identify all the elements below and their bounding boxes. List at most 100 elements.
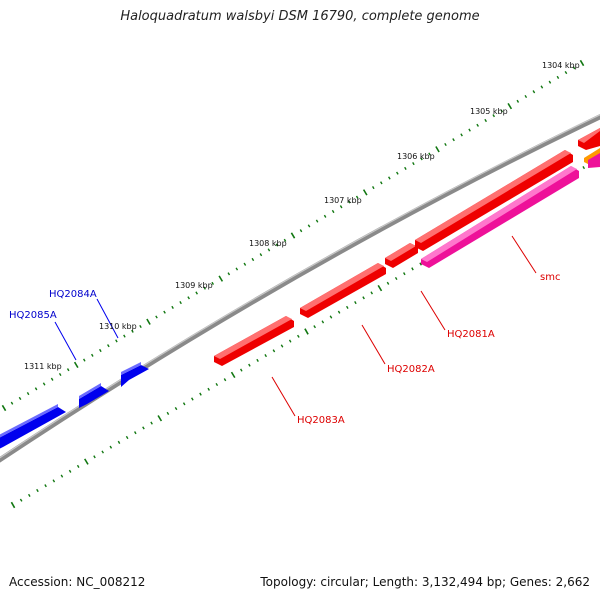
tick-mark — [109, 445, 113, 449]
tick-mark — [402, 272, 406, 276]
leader-hq2081a — [420, 290, 446, 331]
tick-mark — [411, 267, 414, 271]
tick-mark — [507, 102, 513, 110]
tick-mark — [540, 85, 544, 89]
tick-label-1311: 1311 kbp — [24, 362, 62, 371]
leader-smc — [511, 235, 537, 274]
leader-hq2084a — [96, 298, 119, 339]
tick-mark — [195, 291, 198, 295]
tick-mark — [42, 382, 46, 386]
gene-arrow-smc[interactable] — [421, 166, 579, 268]
tick-mark — [468, 128, 471, 132]
tick-mark — [386, 281, 390, 285]
tick-mark — [101, 450, 105, 454]
tick-mark — [203, 286, 207, 290]
tick-mark — [516, 99, 520, 103]
tick-mark — [347, 200, 351, 204]
tick-mark — [452, 138, 455, 142]
tick-mark — [428, 152, 431, 156]
tick-mark — [115, 339, 118, 343]
tick-mark — [76, 464, 80, 468]
tick-mark — [27, 493, 31, 497]
tick-mark — [123, 334, 126, 338]
tick-mark — [117, 440, 121, 444]
tick-mark — [179, 301, 182, 305]
gene-label-hq2085a: HQ2085A — [9, 310, 57, 321]
tick-mark — [419, 262, 422, 266]
gene-arrow-pink-edge[interactable] — [588, 153, 600, 168]
tick-mark — [150, 421, 153, 425]
tick-mark — [26, 392, 30, 396]
tick-mark — [331, 209, 335, 214]
tick-mark — [313, 325, 316, 329]
tick-mark — [435, 146, 440, 153]
tick-mark — [371, 186, 375, 190]
tick-mark — [532, 90, 536, 94]
tick-mark — [256, 358, 259, 362]
leader-hq2085a — [54, 321, 77, 361]
gene-arrow-red-large[interactable] — [415, 150, 573, 251]
tick-mark — [44, 484, 47, 488]
gene-arrow-hq2084a[interactable] — [121, 362, 149, 387]
gene-label-hq2082a: HQ2082A — [387, 364, 435, 375]
tick-mark — [377, 284, 383, 292]
tick-mark — [315, 219, 319, 223]
tick-mark — [66, 368, 70, 372]
tick-mark — [267, 248, 271, 252]
tick-mark — [235, 267, 239, 271]
tick-mark — [362, 296, 365, 300]
tick-mark — [223, 378, 227, 382]
gene-arrow-red-edge[interactable] — [578, 128, 600, 150]
leader-hq2083a — [271, 376, 296, 417]
tick-mark — [84, 458, 89, 465]
tick-mark — [125, 435, 129, 440]
tick-mark — [187, 296, 190, 300]
gene-arrow-hq2083a[interactable] — [214, 316, 294, 366]
tick-label-1307: 1307 kbp — [324, 196, 362, 205]
tick-mark — [524, 94, 528, 99]
tick-mark — [329, 315, 333, 319]
tick-mark — [396, 171, 399, 175]
gene-arrow-hq2082a[interactable] — [300, 263, 386, 318]
tick-mark — [355, 195, 359, 199]
tick-mark — [345, 305, 349, 309]
tick-mark — [272, 349, 276, 353]
tick-mark — [215, 382, 219, 387]
tick-mark — [218, 275, 224, 282]
tick-mark — [1, 404, 7, 412]
tick-mark — [323, 214, 327, 218]
tick-mark — [68, 469, 72, 473]
tick-mark — [99, 348, 102, 353]
tick-mark — [388, 176, 391, 180]
tick-mark — [412, 162, 415, 166]
tick-mark — [155, 315, 158, 319]
tick-mark — [146, 318, 151, 325]
tick-mark — [60, 474, 64, 478]
tick-mark — [131, 329, 134, 333]
tick-mark — [10, 501, 16, 509]
tick-mark — [299, 229, 303, 233]
tick-mark — [339, 205, 343, 209]
tick-mark — [500, 109, 504, 113]
tick-mark — [36, 488, 39, 493]
tick-mark — [307, 224, 311, 228]
tick-mark — [556, 75, 560, 79]
tick-mark — [337, 310, 341, 314]
gene-arrow-hq2086[interactable] — [0, 404, 66, 451]
tick-mark — [492, 114, 496, 118]
tick-mark — [211, 281, 215, 285]
tick-label-1304: 1304 kbp — [542, 61, 580, 70]
genome-backbone — [0, 114, 600, 463]
tick-mark — [264, 354, 268, 358]
tick-label-1306: 1306 kbp — [397, 152, 435, 161]
tick-mark — [304, 328, 309, 335]
tick-mark — [280, 344, 284, 348]
gene-arrow-hq2081a[interactable] — [385, 243, 418, 268]
tick-mark — [52, 479, 56, 483]
tick-mark — [582, 166, 586, 170]
tick-mark — [288, 339, 292, 343]
gene-arrow-hq2085a[interactable] — [79, 383, 109, 408]
tick-mark — [243, 262, 247, 266]
gene-label-hq2084a: HQ2084A — [49, 289, 97, 300]
